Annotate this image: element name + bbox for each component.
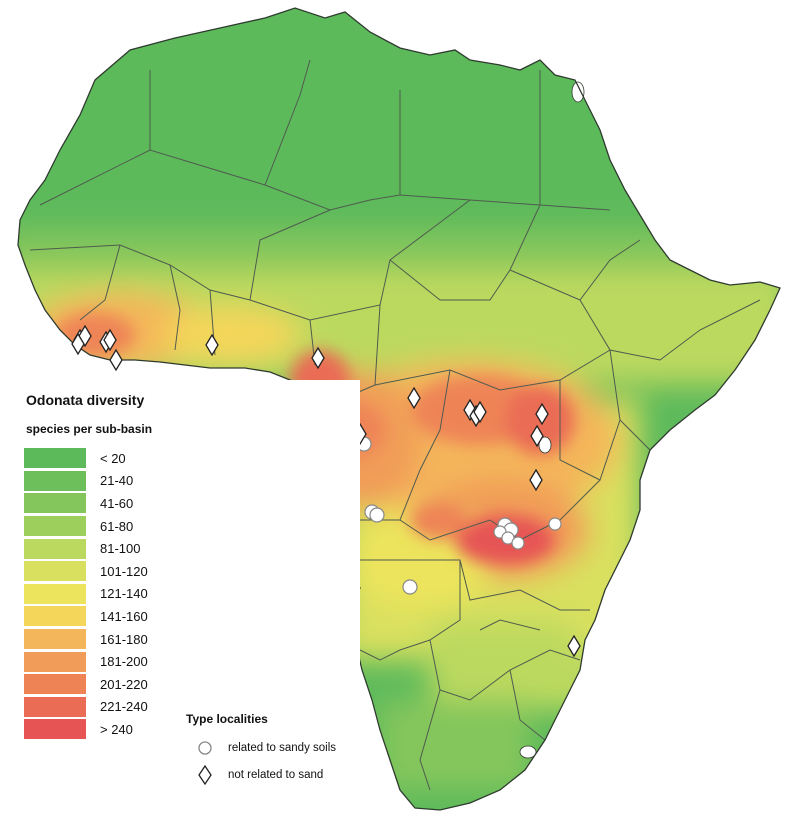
legend-class: 61-80	[24, 515, 194, 538]
locality-diamond	[535, 402, 549, 426]
legend-title: Odonata diversity	[26, 392, 145, 408]
legend-class-label: 21-40	[100, 473, 134, 489]
type-not-sandy-row: not related to sand	[190, 765, 323, 785]
legend-swatch	[24, 606, 86, 627]
locality-diamond	[205, 333, 219, 357]
locality-diamond	[109, 348, 123, 372]
legend-class-label: 61-80	[100, 518, 134, 534]
legend-class: 81-100	[24, 537, 194, 560]
legend-class: > 240	[24, 718, 194, 741]
diamond-icon	[190, 765, 220, 785]
legend-swatch	[24, 448, 86, 469]
legend-class: 161-180	[24, 628, 194, 651]
legend-class-label: 81-100	[100, 541, 141, 557]
legend-swatch	[24, 516, 86, 537]
legend-class: 41-60	[24, 492, 194, 515]
legend-class-label: 141-160	[100, 608, 148, 624]
legend-class-label: < 20	[100, 450, 126, 466]
locality-diamond	[530, 424, 544, 448]
legend-class-label: 161-180	[100, 631, 148, 647]
legend-class: 181-200	[24, 650, 194, 673]
legend-swatch	[24, 561, 86, 582]
legend-class: 221-240	[24, 696, 194, 719]
legend-swatch	[24, 651, 86, 672]
legend-swatch	[24, 674, 86, 695]
africa-coastline	[17, 7, 781, 811]
type-not-sandy-label: not related to sand	[228, 769, 324, 781]
legend-class-label: > 240	[100, 721, 133, 737]
water-bodies	[519, 81, 585, 759]
legend-subtitle: species per sub-basin	[26, 422, 153, 436]
type-sandy-label: related to sandy soils	[228, 742, 337, 754]
locality-diamond	[407, 386, 421, 410]
legend-class-label: 181-200	[100, 654, 148, 670]
circle-icon	[190, 740, 220, 756]
legend-class: 21-40	[24, 470, 194, 493]
legend-class: 101-120	[24, 560, 194, 583]
legend-swatch	[24, 696, 86, 717]
legend-class: < 20	[24, 447, 194, 470]
locality-diamond	[71, 332, 85, 356]
locality-diamond	[529, 468, 543, 492]
locality-diamond	[103, 328, 117, 352]
legend-class: 201-220	[24, 673, 194, 696]
legend-class-label: 101-120	[100, 563, 148, 579]
legend-class: 121-140	[24, 583, 194, 606]
locality-diamond	[311, 346, 325, 370]
legend-classes: < 20 21-40 41-60 61-80 81-100 101-120 12…	[24, 447, 194, 741]
legend-class-label: 41-60	[100, 495, 134, 511]
legend-swatch	[24, 629, 86, 650]
legend-swatch	[24, 583, 86, 604]
legend-class: 141-160	[24, 605, 194, 628]
legend-swatch	[24, 493, 86, 514]
locality-diamond	[567, 634, 581, 658]
legend-class-label: 221-240	[100, 699, 148, 715]
legend-class-label: 201-220	[100, 676, 148, 692]
legend-class-label: 121-140	[100, 586, 148, 602]
legend-swatch	[24, 538, 86, 559]
legend-swatch	[24, 719, 86, 740]
type-sandy-row: related to sandy soils	[190, 738, 336, 758]
locality-diamond	[473, 400, 487, 424]
type-localities-title: Type localities	[186, 712, 268, 726]
legend-swatch	[24, 470, 86, 491]
